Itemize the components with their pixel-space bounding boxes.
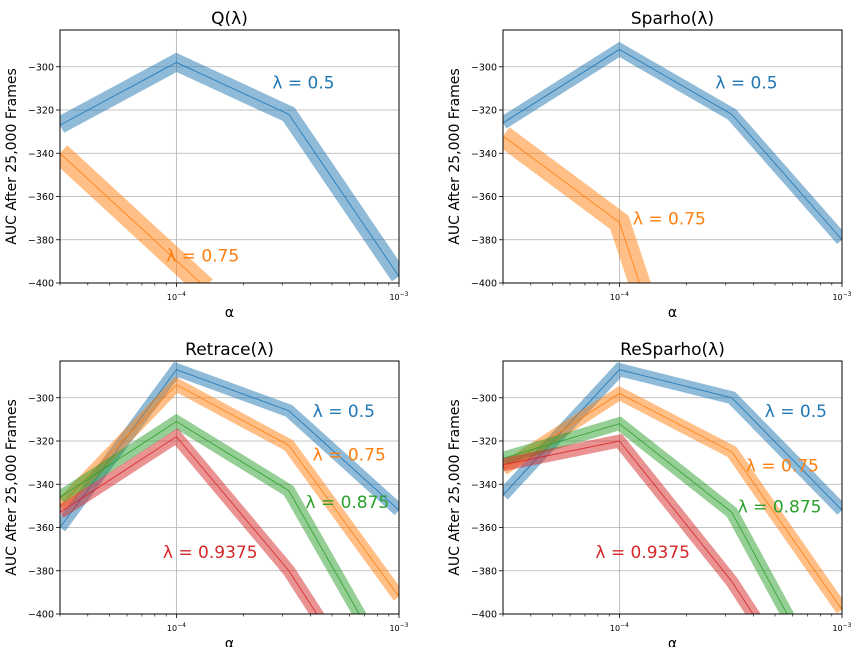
y-tick-label: −320 xyxy=(28,437,54,448)
y-tick-label: −300 xyxy=(28,62,54,73)
y-tick-label: −380 xyxy=(28,566,54,577)
grid xyxy=(60,361,400,615)
y-tick-label: −380 xyxy=(471,235,497,246)
series-annotation: λ = 0.75 xyxy=(166,246,239,266)
x-tick-label: 10−3 xyxy=(832,622,851,633)
y-tick-label: −400 xyxy=(28,610,54,621)
series-line-1 xyxy=(503,48,842,241)
series-annotation: λ = 0.9375 xyxy=(595,543,690,563)
plot-area xyxy=(60,361,399,614)
series-annotation: λ = 0.75 xyxy=(633,210,706,230)
y-tick-label: −300 xyxy=(471,62,497,73)
y-axis-label: AUC After 25,000 Frames xyxy=(4,399,20,575)
y-tick-label: −320 xyxy=(28,106,54,117)
series-annotation: λ = 0.5 xyxy=(272,73,334,93)
series-annotation: λ = 0.75 xyxy=(313,445,386,465)
x-axis-label: α xyxy=(225,636,234,647)
y-tick-label: −320 xyxy=(471,437,497,448)
panel-4: −400 −380 −360 −340 −320 −300 10−4 10−3 ReSparho… xyxy=(447,340,852,651)
series-band-1 xyxy=(60,52,399,282)
y-tick-label: −340 xyxy=(471,149,497,160)
plot-area xyxy=(503,362,842,614)
axes-frame xyxy=(59,29,400,284)
y-tick-label: −300 xyxy=(28,393,54,404)
panel-3: −400 −380 −360 −340 −320 −300 10−4 10−3 Retrace(… xyxy=(4,340,409,651)
x-tick-label: 10−4 xyxy=(610,291,629,302)
plot-area xyxy=(503,41,842,283)
y-axis-label: AUC After 25,000 Frames xyxy=(447,68,463,244)
axes-frame xyxy=(59,360,400,615)
x-tick-label: 10−3 xyxy=(389,622,408,633)
chart-title: Retrace(λ) xyxy=(185,340,274,360)
series-line-2 xyxy=(503,392,842,610)
series-annotation: λ = 0.5 xyxy=(313,402,375,422)
series-band-4 xyxy=(503,433,761,614)
chart-title: Q(λ) xyxy=(211,9,248,29)
axes-frame xyxy=(502,360,843,615)
x-axis-label: α xyxy=(668,636,677,647)
series-annotation: λ = 0.5 xyxy=(765,402,827,422)
series-line-3 xyxy=(503,423,788,614)
grid xyxy=(503,361,843,615)
grid xyxy=(503,30,843,284)
y-tick-label: −340 xyxy=(471,480,497,491)
y-axis-label: AUC After 25,000 Frames xyxy=(4,68,20,244)
series-annotation: λ = 0.9375 xyxy=(163,543,258,563)
y-tick-label: −300 xyxy=(471,393,497,404)
y-tick-label: −400 xyxy=(471,610,497,621)
x-tick-label: 10−3 xyxy=(389,291,408,302)
grid xyxy=(60,30,400,284)
series-annotation: λ = 0.5 xyxy=(715,73,777,93)
y-tick-label: −360 xyxy=(28,192,54,203)
y-tick-label: −340 xyxy=(28,480,54,491)
y-tick-label: −400 xyxy=(471,279,497,290)
y-axis-label: AUC After 25,000 Frames xyxy=(447,399,463,575)
y-tick-label: −380 xyxy=(471,566,497,577)
chart-title: ReSparho(λ) xyxy=(620,340,725,360)
y-tick-label: −380 xyxy=(28,235,54,246)
y-tick-label: −320 xyxy=(471,106,497,117)
y-tick-label: −400 xyxy=(28,279,54,290)
axes-frame xyxy=(502,29,843,284)
x-tick-label: 10−4 xyxy=(167,291,186,302)
x-tick-label: 10−4 xyxy=(167,622,186,633)
series-line-3 xyxy=(60,421,360,614)
series-line-4 xyxy=(503,440,754,614)
series-line-2 xyxy=(60,152,202,283)
panel-1: −400 −380 −360 −340 −320 −300 10−4 10−3 Q(λ) α AUC… xyxy=(4,9,409,321)
series-band-2 xyxy=(503,127,651,283)
plot-area xyxy=(60,52,399,283)
chart-title: Sparho(λ) xyxy=(631,9,714,29)
x-axis-label: α xyxy=(668,305,677,321)
panel-2: −400 −380 −360 −340 −320 −300 10−4 10−3 Sparho(λ… xyxy=(447,9,852,321)
y-tick-label: −360 xyxy=(471,192,497,203)
y-tick-label: −340 xyxy=(28,149,54,160)
x-axis-label: α xyxy=(225,305,234,321)
series-line-2 xyxy=(60,384,399,597)
x-tick-label: 10−3 xyxy=(832,291,851,302)
x-tick-label: 10−4 xyxy=(610,622,629,633)
series-annotation: λ = 0.875 xyxy=(738,497,822,517)
series-line-2 xyxy=(503,135,641,283)
series-annotation: λ = 0.75 xyxy=(746,456,819,476)
y-tick-label: −360 xyxy=(28,523,54,534)
series-line-1 xyxy=(60,61,399,277)
series-annotation: λ = 0.875 xyxy=(305,493,389,513)
y-tick-label: −360 xyxy=(471,523,497,534)
series-line-4 xyxy=(60,436,318,614)
